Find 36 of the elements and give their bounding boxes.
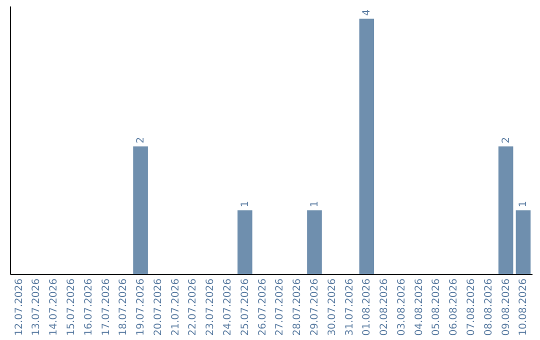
x-tick-label: 12.07.2026 [14,278,25,336]
x-tick-label: 21.07.2026 [170,278,182,336]
x-tick-label: 20.07.2026 [152,278,164,336]
data-label: 2 [500,137,512,144]
x-tick-label: 25.07.2026 [240,278,251,336]
data-label: 1 [240,200,251,208]
x-tick-label: 19.07.2026 [136,278,147,336]
x-tick-label: 08.08.2026 [483,278,494,336]
x-tick-label: 17.07.2026 [100,278,112,336]
x-tick-label: 24.07.2026 [222,278,234,336]
x-tick-label: 03.08.2026 [396,278,408,336]
x-tick-label: 23.07.2026 [205,278,216,336]
x-tick-label: 30.07.2026 [326,278,338,336]
x-tick-label: 01.08.2026 [362,278,373,336]
x-tick-label: 29.07.2026 [309,278,320,336]
x-tick-label: 18.07.2026 [118,278,130,336]
x-tick-label: 22.07.2026 [188,278,199,336]
x-tick-label: 07.08.2026 [466,278,478,336]
x-tick-label: 06.08.2026 [448,278,460,336]
x-tick-label: 15.07.2026 [66,278,77,336]
x-tick-label: 28.07.2026 [292,278,304,336]
x-tick-label: 26.07.2026 [257,278,268,336]
x-tick-label: 09.08.2026 [500,278,512,336]
data-label: 4 [362,9,373,16]
data-label: 2 [136,137,147,144]
x-tick-label: 10.08.2026 [518,278,530,336]
x-tick-label: 04.08.2026 [414,278,425,336]
x-tick-label: 02.08.2026 [379,278,390,336]
data-label: 1 [309,200,320,208]
x-tick-label: 14.07.2026 [48,278,60,336]
x-tick-label: 31.07.2026 [344,278,356,336]
x-tick-label: 16.07.2026 [83,278,94,336]
data-label: 1 [518,200,530,208]
x-tick-label: 27.07.2026 [274,278,286,336]
x-tick-label: 13.07.2026 [31,278,42,336]
x-tick-label: 05.08.2026 [431,278,442,336]
